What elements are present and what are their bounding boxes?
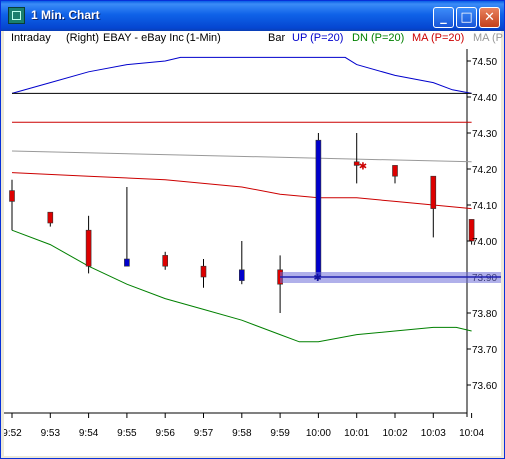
- indicator-line-4: [11, 150, 472, 163]
- style-label: Bar: [268, 32, 286, 44]
- candle-body: [200, 265, 207, 278]
- chart-area[interactable]: Intraday (Right) EBAY - eBay Inc (1-Min)…: [4, 31, 503, 456]
- y-tick-label: 74.20: [472, 165, 497, 176]
- window-title: 1 Min. Chart: [31, 8, 100, 22]
- scale-side-label: (Right): [66, 32, 100, 44]
- interval-label: (1-Min): [186, 32, 221, 44]
- candle-body: [124, 258, 130, 267]
- dn-legend: DN (P=20): [352, 32, 405, 44]
- y-tick-label: 74.00: [472, 237, 497, 248]
- x-tick-label: 9:52: [4, 428, 22, 439]
- candle-body: [47, 211, 54, 224]
- candle-body: [9, 190, 15, 202]
- candle-body: [430, 175, 437, 209]
- ma2-legend: MA (P: [473, 32, 503, 44]
- minimize-button[interactable]: _: [433, 7, 454, 28]
- x-tick-label: 9:56: [155, 428, 175, 439]
- x-tick-label: 10:00: [306, 428, 331, 439]
- x-tick-label: 9:59: [270, 428, 290, 439]
- x-tick-label: 9:54: [79, 428, 99, 439]
- candle-body: [468, 219, 475, 242]
- y-tick-label: 74.40: [472, 93, 497, 104]
- indicator-line-2: [11, 172, 472, 210]
- y-tick-label: 73.70: [472, 345, 497, 356]
- up-legend: UP (P=20): [292, 32, 344, 44]
- star-marker-icon: ✱: [313, 273, 321, 284]
- y-tick-label: 74.30: [472, 129, 497, 140]
- candle-body: [353, 161, 360, 166]
- ma-legend: MA (P=20): [412, 32, 465, 44]
- x-tick-label: 9:53: [41, 428, 61, 439]
- x-tick-label: 10:03: [421, 428, 446, 439]
- red-star-marker-icon: ✱: [359, 161, 367, 172]
- x-tick-label: 10:02: [382, 428, 407, 439]
- close-button[interactable]: ✕: [479, 7, 500, 28]
- candle-body: [239, 269, 245, 281]
- x-tick-label: 9:55: [117, 428, 137, 439]
- y-tick-label: 74.10: [472, 201, 497, 212]
- candle-body: [315, 139, 322, 278]
- x-tick-label: 9:57: [194, 428, 214, 439]
- mode-label: Intraday: [11, 32, 51, 44]
- y-tick-label: 73.80: [472, 309, 497, 320]
- indicator-line-1: [11, 229, 472, 343]
- y-tick-label: 73.60: [472, 381, 497, 392]
- price-chart[interactable]: 74.5074.4074.3074.2074.1074.0073.9073.80…: [4, 31, 501, 456]
- candle-body: [162, 255, 168, 267]
- candle-body: [392, 165, 398, 177]
- title-bar[interactable]: 1 Min. Chart _ □ ✕: [1, 1, 504, 31]
- x-tick-label: 10:04: [459, 428, 484, 439]
- x-tick-label: 10:01: [344, 428, 369, 439]
- candle-body: [85, 229, 92, 267]
- symbol-label: EBAY - eBay Inc: [103, 32, 184, 44]
- indicator-line-0: [11, 56, 472, 94]
- x-tick-label: 9:58: [232, 428, 252, 439]
- chart-app-icon: [8, 7, 25, 24]
- y-tick-label: 74.50: [472, 57, 497, 68]
- maximize-button[interactable]: □: [456, 7, 477, 28]
